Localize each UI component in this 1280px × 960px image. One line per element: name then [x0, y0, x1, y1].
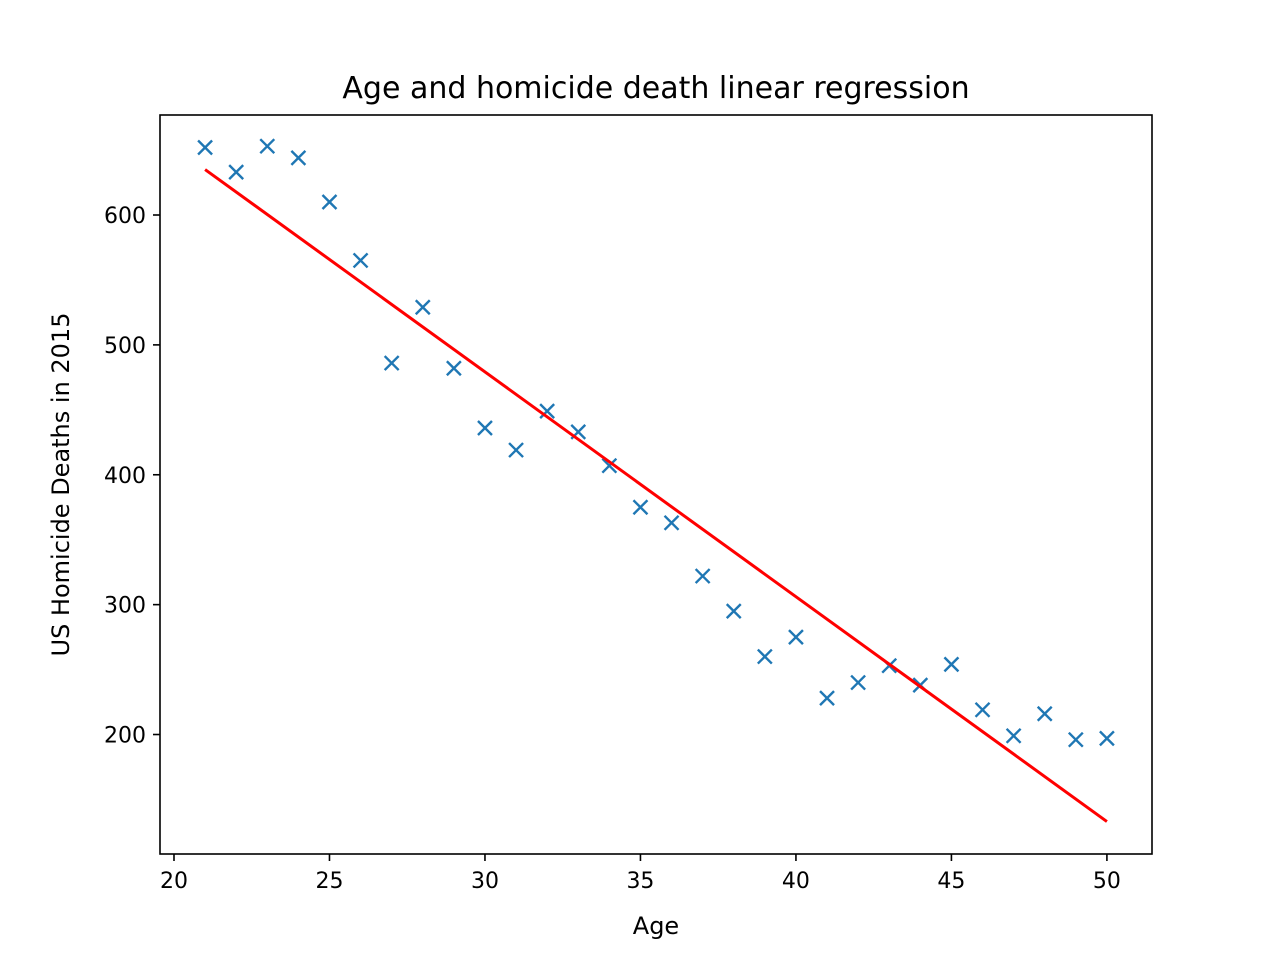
x-tick-label: 35: [626, 869, 654, 894]
y-tick-label: 500: [104, 334, 146, 359]
data-point-stroke: [788, 629, 804, 645]
x-tick-label: 20: [160, 869, 188, 894]
data-point-stroke: [228, 164, 245, 180]
plot-layer: [197, 138, 1115, 823]
x-tick-label: 25: [315, 869, 343, 894]
data-point-stroke: [632, 499, 649, 516]
data-point-stroke: [1099, 730, 1115, 747]
data-point-stroke: [290, 150, 307, 166]
data-point: [383, 355, 400, 371]
x-axis-label: Age: [633, 912, 679, 940]
data-point: [352, 252, 369, 269]
data-point-stroke: [974, 701, 991, 718]
regression-line: [204, 168, 1108, 823]
data-point-stroke: [259, 138, 276, 155]
y-tick-label: 600: [104, 204, 146, 229]
data-point-stroke: [694, 568, 711, 584]
chart-title: Age and homicide death linear regression: [342, 71, 969, 106]
data-point-stroke: [1067, 731, 1084, 748]
data-point-stroke: [601, 457, 618, 474]
x-tick-label: 30: [471, 869, 499, 894]
data-point-stroke: [850, 674, 866, 691]
data-point-stroke: [756, 648, 773, 665]
data-point-stroke: [508, 442, 524, 458]
data-point: [508, 442, 524, 458]
data-point-stroke: [539, 403, 556, 419]
data-point-stroke: [943, 656, 960, 673]
data-point: [414, 299, 431, 316]
data-point: [694, 568, 711, 584]
axes-layer: 20 25 30 35 40 45 50 200 300 400 500 600: [104, 204, 1121, 894]
plot-area: [160, 115, 1152, 854]
x-tick-label: 40: [782, 869, 810, 894]
data-point-stroke: [663, 514, 680, 531]
data-point: [725, 603, 742, 619]
data-point: [1005, 727, 1022, 744]
data-point-stroke: [446, 360, 462, 377]
data-point: [477, 420, 493, 436]
data-point-stroke: [321, 194, 338, 210]
data-point: [850, 674, 866, 691]
data-point-stroke: [414, 299, 431, 316]
data-point-stroke: [383, 355, 400, 371]
data-point: [446, 360, 462, 377]
data-point: [756, 648, 773, 665]
data-point: [974, 701, 991, 718]
data-point-stroke: [477, 420, 493, 436]
y-tick-label: 400: [104, 464, 146, 489]
data-point: [1036, 705, 1053, 722]
data-point-stroke: [1036, 705, 1053, 722]
y-tick-label: 200: [104, 724, 146, 749]
plot-frame: [159, 114, 1153, 855]
data-point: [943, 656, 960, 673]
x-tick-label: 50: [1093, 869, 1121, 894]
data-point-stroke: [352, 252, 369, 269]
data-point: [663, 514, 680, 531]
data-point-stroke: [725, 603, 742, 619]
x-tick-label: 45: [937, 869, 965, 894]
data-point: [321, 194, 338, 210]
data-point: [259, 138, 276, 155]
data-point: [228, 164, 245, 180]
y-tick-label: 300: [104, 594, 146, 619]
data-point-stroke: [819, 690, 835, 706]
data-point: [788, 629, 804, 645]
data-point: [290, 150, 307, 166]
data-point-stroke: [1005, 727, 1022, 744]
data-point: [601, 457, 618, 474]
data-point: [632, 499, 649, 516]
data-point: [1067, 731, 1084, 748]
data-point: [1099, 730, 1115, 747]
data-point: [539, 403, 556, 419]
data-point-stroke: [197, 139, 213, 156]
data-point: [197, 139, 213, 156]
y-axis-label: US Homicide Deaths in 2015: [47, 313, 75, 657]
data-point: [819, 690, 835, 706]
